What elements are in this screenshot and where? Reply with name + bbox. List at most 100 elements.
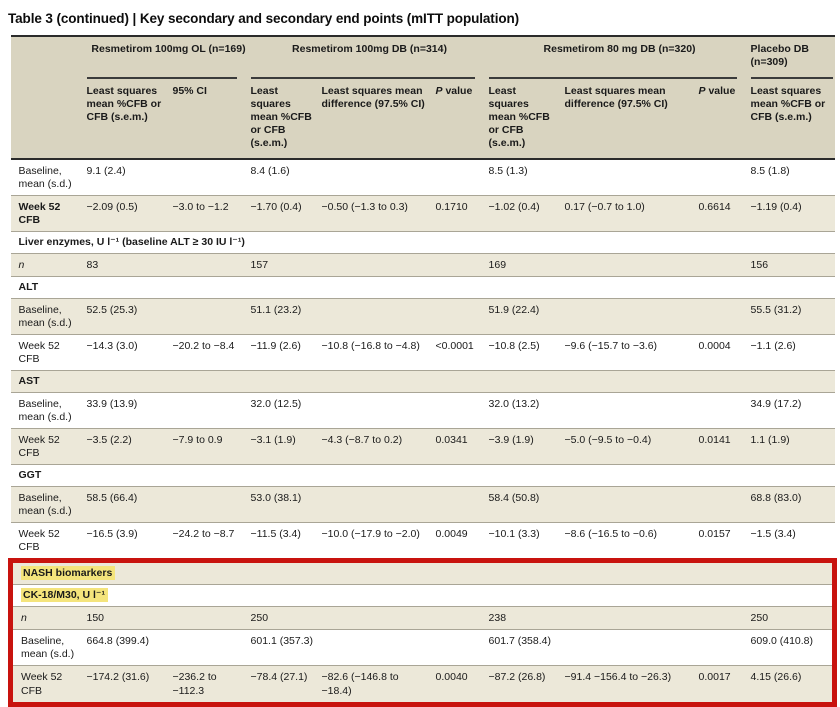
group-header-wrap: Resmetirom 100mg OL (n=169)	[86, 37, 251, 79]
group-header-row: Resmetirom 100mg OL (n=169) Resmetirom 10…	[10, 35, 835, 79]
table-row: Week 52 CFB −2.09 (0.5) −3.0 to −1.2 −1.70 …	[10, 195, 835, 232]
cell	[698, 298, 751, 335]
row-label: Week 52 CFB	[10, 665, 87, 705]
cell: 0.0341	[435, 428, 489, 465]
cell: −1.19 (0.4)	[750, 195, 835, 232]
results-table: Resmetirom 100mg OL (n=169) Resmetirom 10…	[8, 35, 837, 707]
cell: 0.0157	[698, 522, 751, 561]
column-header: Least squares mean %CFB or CFB (s.e.m.)	[488, 79, 565, 161]
cell: −1.70 (0.4)	[250, 195, 322, 232]
highlighted-text: CK-18/M30, U l⁻¹	[21, 588, 108, 603]
cell	[172, 606, 251, 630]
group-header: Resmetirom 80 mg DB (n=320)	[488, 35, 751, 79]
cell	[321, 486, 436, 523]
cell: −78.4 (27.1)	[250, 665, 322, 705]
cell	[321, 298, 436, 335]
column-header: P value	[698, 79, 751, 161]
cell	[435, 392, 489, 429]
cell: 58.5 (66.4)	[86, 486, 173, 523]
cell: 609.0 (410.8)	[750, 629, 835, 666]
cell	[564, 486, 699, 523]
group-header-wrap: Placebo DB (n=309)	[750, 37, 835, 79]
cell	[698, 629, 751, 666]
cell: 250	[250, 606, 322, 630]
section-row: Liver enzymes, U l⁻¹ (baseline ALT ≥ 30 …	[10, 231, 835, 254]
italic-letter: P	[435, 85, 443, 97]
cell: 169	[488, 253, 565, 277]
column-header: Least squares mean difference (97.5% CI)	[564, 79, 699, 161]
table-row: n 150 250 238 250	[10, 606, 835, 630]
cell: −0.50 (−1.3 to 0.3)	[321, 195, 436, 232]
row-label: Baseline, mean (s.d.)	[10, 298, 87, 335]
cell: 0.6614	[698, 195, 751, 232]
cell: 8.4 (1.6)	[250, 158, 322, 196]
row-label: Baseline, mean (s.d.)	[10, 629, 87, 666]
group-underline	[488, 77, 737, 79]
cell: −3.5 (2.2)	[86, 428, 173, 465]
column-header: Least squares mean %CFB or CFB (s.e.m.)	[250, 79, 322, 161]
cell: 238	[488, 606, 565, 630]
section-label: AST	[10, 370, 835, 393]
section-row: CK-18/M30, U l⁻¹	[10, 584, 835, 607]
cell: 34.9 (17.2)	[750, 392, 835, 429]
row-label: Baseline, mean (s.d.)	[10, 486, 87, 523]
cell: −11.5 (3.4)	[250, 522, 322, 561]
table-row: Baseline, mean (s.d.) 52.5 (25.3) 51.1 (23…	[10, 298, 835, 335]
group-header-wrap: Resmetirom 80 mg DB (n=320)	[488, 37, 751, 79]
table-row: Week 52 CFB −174.2 (31.6) −236.2 to −112.3…	[10, 665, 835, 705]
cell: 150	[86, 606, 173, 630]
cell: 0.0049	[435, 522, 489, 561]
table-row: Baseline, mean (s.d.) 664.8 (399.4) 601.1 …	[10, 629, 835, 666]
group-header: Placebo DB (n=309)	[750, 35, 835, 79]
cell	[435, 486, 489, 523]
table-row: Baseline, mean (s.d.) 33.9 (13.9) 32.0 (12…	[10, 392, 835, 429]
cell: 4.15 (26.6)	[750, 665, 835, 705]
cell: −236.2 to −112.3	[172, 665, 251, 705]
section-label: NASH biomarkers	[10, 560, 835, 585]
column-header: Least squares mean difference (97.5% CI)	[321, 79, 436, 161]
cell: 0.0141	[698, 428, 751, 465]
cell: 601.7 (358.4)	[488, 629, 565, 666]
cell: 33.9 (13.9)	[86, 392, 173, 429]
section-row: AST	[10, 370, 835, 393]
cell: <0.0001	[435, 334, 489, 371]
group-header: Resmetirom 100mg OL (n=169)	[86, 35, 251, 79]
group-header-label: Resmetirom 100mg DB (n=314)	[292, 43, 447, 55]
cell: 0.17 (−0.7 to 1.0)	[564, 195, 699, 232]
section-row: ALT	[10, 276, 835, 299]
cell	[435, 298, 489, 335]
cell	[698, 606, 751, 630]
corner-cell	[10, 35, 87, 79]
cell	[698, 158, 751, 196]
cell: −10.8 (2.5)	[488, 334, 565, 371]
row-label: Baseline, mean (s.d.)	[10, 392, 87, 429]
cell: −3.0 to −1.2	[172, 195, 251, 232]
row-label: Week 52 CFB	[10, 195, 87, 232]
section-row: GGT	[10, 464, 835, 487]
cell: −174.2 (31.6)	[86, 665, 173, 705]
cell: 8.5 (1.3)	[488, 158, 565, 196]
section-row: NASH biomarkers	[10, 560, 835, 585]
cell: −11.9 (2.6)	[250, 334, 322, 371]
section-label: CK-18/M30, U l⁻¹	[10, 584, 835, 607]
cell	[698, 253, 751, 277]
cell: 9.1 (2.4)	[86, 158, 173, 196]
cell: −7.9 to 0.9	[172, 428, 251, 465]
row-label: Week 52 CFB	[10, 428, 87, 465]
section-label: GGT	[10, 464, 835, 487]
cell: 8.5 (1.8)	[750, 158, 835, 196]
cell	[698, 392, 751, 429]
cell	[172, 392, 251, 429]
cell: −24.2 to −8.7	[172, 522, 251, 561]
highlighted-text: NASH biomarkers	[21, 566, 116, 581]
cell: −20.2 to −8.4	[172, 334, 251, 371]
group-underline	[86, 77, 237, 79]
cell: −1.5 (3.4)	[750, 522, 835, 561]
cell: −9.6 (−15.7 to −3.6)	[564, 334, 699, 371]
group-header-wrap: Resmetirom 100mg DB (n=314)	[250, 37, 489, 79]
cell: −87.2 (26.8)	[488, 665, 565, 705]
cell: 51.1 (23.2)	[250, 298, 322, 335]
cell: −1.02 (0.4)	[488, 195, 565, 232]
cell: −4.3 (−8.7 to 0.2)	[321, 428, 436, 465]
cell: −14.3 (3.0)	[86, 334, 173, 371]
